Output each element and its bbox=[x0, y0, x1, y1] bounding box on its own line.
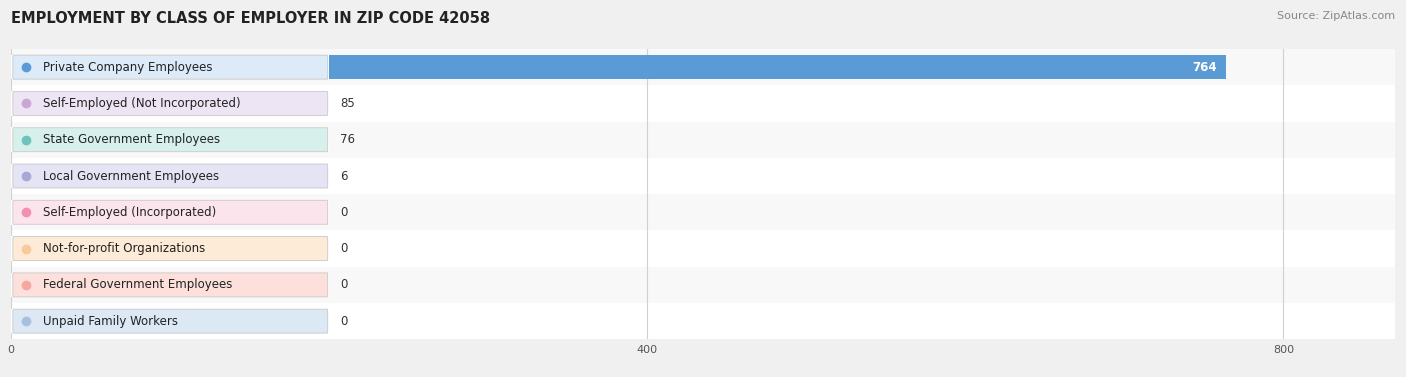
Bar bbox=[11, 303, 1395, 339]
Text: 6: 6 bbox=[340, 170, 347, 182]
Bar bbox=[11, 158, 1395, 194]
Text: Local Government Employees: Local Government Employees bbox=[44, 170, 219, 182]
Text: Self-Employed (Not Incorporated): Self-Employed (Not Incorporated) bbox=[44, 97, 240, 110]
FancyBboxPatch shape bbox=[13, 92, 328, 115]
Bar bbox=[11, 91, 329, 116]
Bar bbox=[11, 121, 1395, 158]
FancyBboxPatch shape bbox=[13, 309, 328, 333]
Bar bbox=[11, 200, 329, 225]
Text: Private Company Employees: Private Company Employees bbox=[44, 61, 212, 74]
FancyBboxPatch shape bbox=[13, 273, 328, 297]
Text: Not-for-profit Organizations: Not-for-profit Organizations bbox=[44, 242, 205, 255]
Bar bbox=[11, 230, 1395, 267]
Text: 0: 0 bbox=[340, 278, 347, 291]
Text: 85: 85 bbox=[340, 97, 356, 110]
Text: 0: 0 bbox=[340, 206, 347, 219]
Text: Unpaid Family Workers: Unpaid Family Workers bbox=[44, 315, 179, 328]
Text: 0: 0 bbox=[340, 242, 347, 255]
Bar bbox=[11, 309, 329, 334]
Text: 0: 0 bbox=[340, 315, 347, 328]
Text: 76: 76 bbox=[340, 133, 356, 146]
Bar bbox=[11, 55, 1226, 80]
Bar bbox=[11, 49, 1395, 85]
Bar bbox=[11, 273, 329, 297]
FancyBboxPatch shape bbox=[13, 237, 328, 261]
Bar bbox=[11, 55, 329, 80]
Bar bbox=[11, 127, 329, 152]
Bar bbox=[11, 194, 1395, 230]
Text: Source: ZipAtlas.com: Source: ZipAtlas.com bbox=[1277, 11, 1395, 21]
Bar bbox=[11, 85, 1395, 121]
FancyBboxPatch shape bbox=[13, 200, 328, 224]
Text: Self-Employed (Incorporated): Self-Employed (Incorporated) bbox=[44, 206, 217, 219]
Text: State Government Employees: State Government Employees bbox=[44, 133, 221, 146]
FancyBboxPatch shape bbox=[13, 128, 328, 152]
Bar bbox=[11, 164, 329, 188]
Bar bbox=[11, 236, 329, 261]
Bar bbox=[11, 236, 329, 261]
Bar bbox=[11, 267, 1395, 303]
Text: 764: 764 bbox=[1192, 61, 1216, 74]
Bar bbox=[11, 164, 21, 188]
Bar bbox=[11, 91, 146, 116]
Text: Federal Government Employees: Federal Government Employees bbox=[44, 278, 232, 291]
Bar bbox=[11, 309, 329, 334]
Text: EMPLOYMENT BY CLASS OF EMPLOYER IN ZIP CODE 42058: EMPLOYMENT BY CLASS OF EMPLOYER IN ZIP C… bbox=[11, 11, 491, 26]
Bar bbox=[11, 200, 329, 225]
FancyBboxPatch shape bbox=[13, 164, 328, 188]
FancyBboxPatch shape bbox=[13, 55, 328, 79]
Bar bbox=[11, 127, 132, 152]
Bar bbox=[11, 273, 329, 297]
